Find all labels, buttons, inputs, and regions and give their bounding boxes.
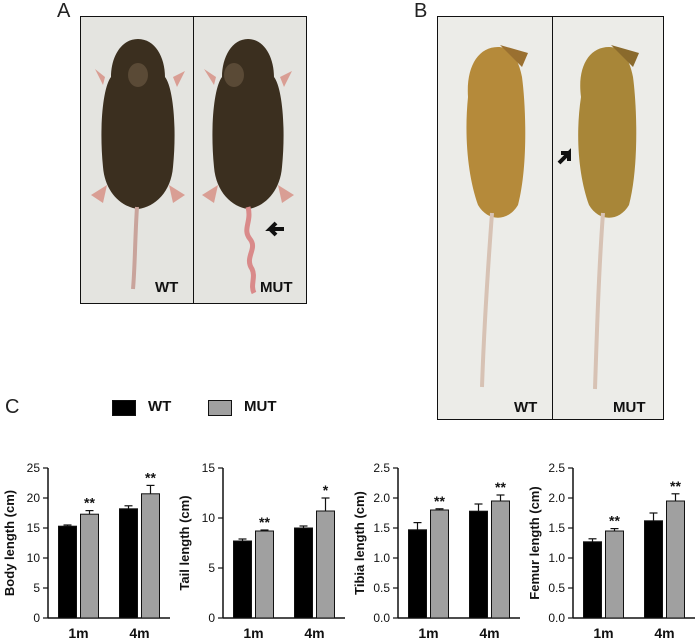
tail-significance-1m: ** bbox=[259, 514, 270, 530]
tibia-ytick-label: 2.5 bbox=[373, 461, 390, 475]
tibia-length-chart: Tibia length (cm) 0.0 0.5 1.0 1.5 2.0 2.5 ** 1m *… bbox=[350, 448, 525, 641]
tibia-bar-wt-1m bbox=[408, 529, 427, 619]
arrow-icon bbox=[265, 221, 284, 237]
tibia-xtick-label: 1m bbox=[418, 625, 438, 641]
femur-bar-mut-4m bbox=[666, 500, 685, 619]
tibia-ytick-label: 2.0 bbox=[373, 491, 390, 505]
panel-a-wt-label: WT bbox=[155, 279, 179, 296]
body-bar-mut-4m bbox=[141, 493, 160, 619]
mut-mouse-drawing bbox=[553, 17, 663, 419]
tail-significance-4m: * bbox=[323, 482, 329, 498]
tibia-significance-1m: ** bbox=[434, 493, 445, 509]
legend-wt-label: WT bbox=[148, 398, 172, 415]
panel-a-wt-photo: WT bbox=[80, 16, 194, 304]
panel-b-wt-photo: WT bbox=[437, 16, 553, 420]
femur-bar-wt-4m bbox=[644, 520, 663, 619]
legend-mut-label: MUT bbox=[244, 398, 277, 415]
tibia-ytick-label: 0.0 bbox=[373, 611, 390, 625]
mut-pup-drawing bbox=[194, 17, 306, 303]
body-ylabel: Body length (cm) bbox=[2, 490, 17, 596]
body-xtick-label: 1m bbox=[68, 625, 88, 641]
body-bar-mut-1m bbox=[80, 513, 99, 619]
femur-xtick-label: 1m bbox=[593, 625, 613, 641]
femur-bar-mut-1m bbox=[605, 530, 624, 619]
panel-b-mut-label: MUT bbox=[613, 399, 646, 416]
body-bar-wt-4m bbox=[119, 508, 138, 619]
arrow-icon bbox=[557, 148, 571, 165]
body-bar-wt-1m bbox=[58, 525, 77, 619]
body-ytick-label: 20 bbox=[27, 491, 41, 505]
chart-legend: WT MUT bbox=[112, 398, 372, 418]
panel-b-wt-label: WT bbox=[514, 399, 538, 416]
femur-significance-4m: ** bbox=[670, 478, 681, 494]
tibia-ytick-label: 1.0 bbox=[373, 551, 390, 565]
femur-length-chart: Femur length (cm) 0.0 0.5 1.0 1.5 2.0 2.5 ** 1m *… bbox=[525, 448, 700, 641]
tail-xtick-label: 1m bbox=[243, 625, 263, 641]
femur-significance-1m: ** bbox=[609, 513, 620, 529]
tibia-bar-wt-4m bbox=[469, 510, 488, 619]
panel-a-mut-photo: MUT bbox=[193, 16, 307, 304]
body-ytick-label: 0 bbox=[33, 611, 40, 625]
panel-c-letter: C bbox=[5, 396, 20, 418]
tail-ylabel: Tail length (cm) bbox=[177, 495, 192, 590]
panel-b-letter: B bbox=[414, 0, 428, 22]
femur-xtick-label: 4m bbox=[654, 625, 674, 641]
panel-a-mut-label: MUT bbox=[260, 279, 293, 296]
body-significance-4m: ** bbox=[145, 469, 156, 485]
femur-ytick-label: 0.5 bbox=[548, 581, 565, 595]
body-ytick-label: 25 bbox=[27, 461, 41, 475]
tail-bar-mut-1m bbox=[255, 530, 274, 619]
body-length-chart: Body length (cm) 0 5 10 15 20 25 ** 1m ** 4m bbox=[0, 448, 175, 641]
tail-ytick-label: 0 bbox=[208, 611, 215, 625]
body-ytick-label: 10 bbox=[27, 551, 41, 565]
legend-mut-swatch bbox=[208, 400, 232, 416]
panel-a-letter: A bbox=[57, 0, 71, 22]
tail-bar-wt-1m bbox=[233, 540, 252, 619]
tibia-ytick-label: 0.5 bbox=[373, 581, 390, 595]
tibia-bar-mut-1m bbox=[430, 509, 449, 619]
tail-ytick-label: 15 bbox=[202, 461, 216, 475]
femur-ytick-label: 0.0 bbox=[548, 611, 565, 625]
tail-ytick-label: 5 bbox=[208, 561, 215, 575]
body-ytick-label: 15 bbox=[27, 521, 41, 535]
tail-ytick-label: 10 bbox=[202, 511, 216, 525]
femur-ytick-label: 2.5 bbox=[548, 461, 565, 475]
tibia-ylabel: Tibia length (cm) bbox=[352, 491, 367, 595]
femur-ylabel: Femur length (cm) bbox=[527, 486, 542, 599]
tibia-bar-mut-4m bbox=[491, 500, 510, 619]
legend-wt-swatch bbox=[112, 400, 136, 416]
tail-bar-mut-4m bbox=[316, 510, 335, 619]
femur-ytick-label: 1.5 bbox=[548, 521, 565, 535]
body-significance-1m: ** bbox=[84, 495, 95, 511]
tail-bar-wt-4m bbox=[294, 527, 313, 619]
wt-pup-drawing bbox=[81, 17, 193, 303]
panel-b-mut-photo: MUT bbox=[552, 16, 664, 420]
tibia-significance-4m: ** bbox=[495, 479, 506, 495]
femur-ytick-label: 1.0 bbox=[548, 551, 565, 565]
body-xtick-label: 4m bbox=[129, 625, 149, 641]
tail-xtick-label: 4m bbox=[304, 625, 324, 641]
wt-mouse-drawing bbox=[438, 17, 552, 419]
body-ytick-label: 5 bbox=[33, 581, 40, 595]
femur-ytick-label: 2.0 bbox=[548, 491, 565, 505]
femur-bar-wt-1m bbox=[583, 541, 602, 619]
tail-length-chart: Tail length (cm) 0 5 10 15 ** 1m * 4m bbox=[175, 448, 350, 641]
tibia-xtick-label: 4m bbox=[479, 625, 499, 641]
tibia-ytick-label: 1.5 bbox=[373, 521, 390, 535]
